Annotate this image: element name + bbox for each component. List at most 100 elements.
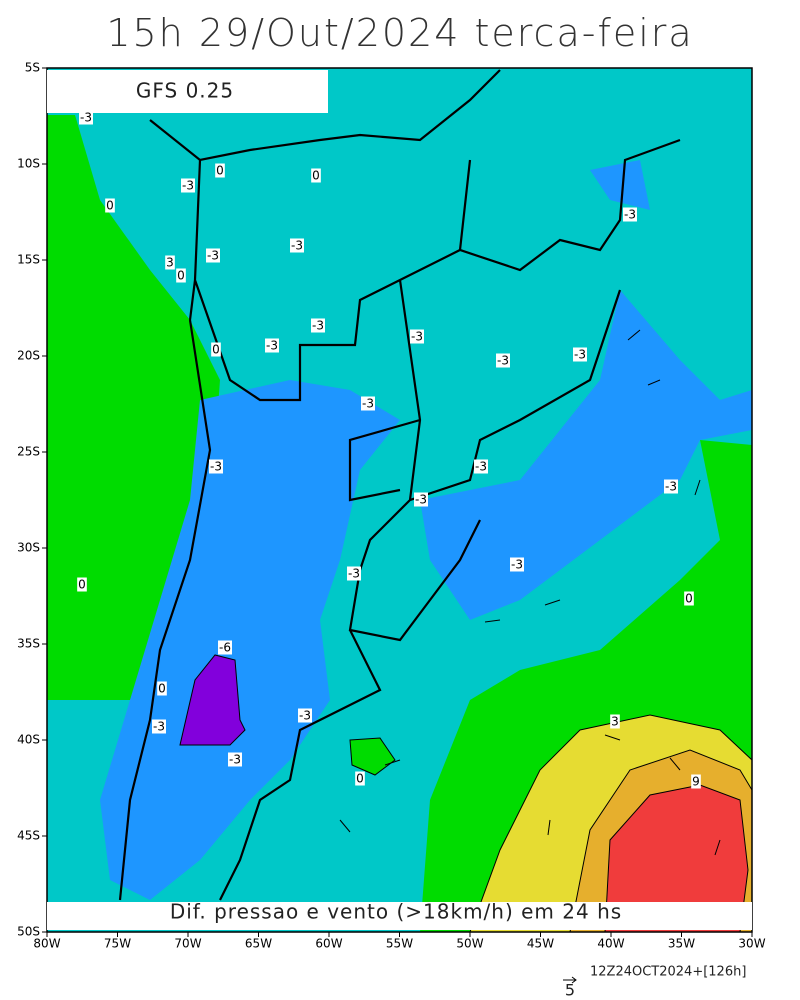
lat-tick-label: 10S (17, 157, 40, 171)
reference-vector-label: 5 (565, 981, 575, 1000)
region-blue-land (100, 380, 400, 900)
contour-label: -3 (362, 397, 374, 411)
lon-tick-label: 55W (386, 937, 413, 951)
lon-tick-label: 35W (668, 937, 695, 951)
contour-label-bg (176, 268, 186, 283)
contour-label: 3 (166, 256, 174, 270)
contour-label: 0 (356, 772, 364, 786)
contour-label: -3 (348, 567, 360, 581)
contour-label-bg (474, 459, 488, 474)
contour-label: 0 (216, 164, 224, 178)
map-title: 15h 29/Out/2024 terca-feira (106, 11, 693, 55)
contour-label-bg (290, 238, 304, 253)
wind-vector (694, 479, 701, 496)
contour-label: 0 (78, 578, 86, 592)
contour-label-bg (77, 577, 87, 592)
contour-label-bg (165, 255, 175, 270)
contour-label-bg (311, 168, 321, 183)
contour-label-bg (361, 396, 375, 411)
wind-vector (484, 619, 501, 623)
contour-label-bg (496, 353, 510, 368)
contour-label-bg (209, 459, 223, 474)
wind-vector (604, 734, 621, 741)
contour-label: -3 (266, 339, 278, 353)
contour-label-bg (573, 347, 587, 362)
model-label: GFS 0.25 (136, 79, 234, 103)
region-purple (179, 654, 246, 746)
lon-tick-label: 60W (315, 937, 342, 951)
contour-label-bg (684, 591, 694, 606)
contour-label: 0 (212, 343, 220, 357)
contour-label: -3 (665, 480, 677, 494)
contour-label: 0 (177, 269, 185, 283)
contour-label-bg (610, 714, 620, 729)
model-label-box (47, 70, 328, 113)
contour-label: 0 (158, 682, 166, 696)
contour-label-bg (181, 178, 195, 193)
lon-tick-label: 75W (104, 937, 131, 951)
wind-vector (647, 379, 661, 386)
lat-tick-label: 50S (17, 925, 40, 939)
contour-label: -3 (299, 709, 311, 723)
contour-label: -3 (291, 239, 303, 253)
map-frame (46, 67, 753, 933)
contour-label: -3 (475, 460, 487, 474)
country-borders (118, 69, 681, 901)
contour-label: 3 (611, 715, 619, 729)
contour-label-bg (152, 719, 166, 734)
contour-labels: -3 0 -3 0 0 -3 -3 -3 3 0 -3 -3 0 -3 -3 -… (77, 110, 701, 789)
reference-arrow-head (571, 976, 577, 984)
region-blue-atlantic (420, 290, 752, 620)
wind-vector (714, 839, 721, 856)
lon-tick-label: 65W (245, 937, 272, 951)
contour-label-bg (664, 479, 678, 494)
contour-label: -3 (415, 493, 427, 507)
lat-tick-label: 5S (25, 61, 40, 75)
wind-vectors (339, 329, 721, 856)
caption-box (47, 902, 752, 930)
contour-label-bg (510, 557, 524, 572)
run-info: 12Z24OCT2024+[126h] (590, 965, 746, 980)
contour-label-bg (265, 338, 279, 353)
map-caption: Dif. pressao e vento (>18km/h) em 24 hs (170, 900, 622, 924)
lat-tick-label: 35S (17, 637, 40, 651)
contour-label: -3 (511, 558, 523, 572)
wind-vector (547, 819, 551, 836)
lat-tick-label: 40S (17, 733, 40, 747)
lon-tick-label: 45W (527, 937, 554, 951)
contour-label: -3 (80, 111, 92, 125)
contour-label-bg (105, 198, 115, 213)
lon-tick-label: 40W (597, 937, 624, 951)
contour-label-bg (157, 681, 167, 696)
contour-label: -3 (574, 348, 586, 362)
lon-tick-label: 50W (456, 937, 483, 951)
contour-label-bg (206, 248, 220, 263)
lat-tick-label: 15S (17, 253, 40, 267)
lon-tick-label: 70W (174, 937, 201, 951)
contour-label: -3 (210, 460, 222, 474)
contour-label-bg (691, 774, 701, 789)
contour-label: -3 (497, 354, 509, 368)
contour-label-bg (410, 329, 424, 344)
contour-label: -6 (219, 641, 231, 655)
wind-vector (544, 599, 561, 606)
contour-label-bg (211, 342, 221, 357)
contour-label: 0 (685, 592, 693, 606)
contour-label-bg (347, 566, 361, 581)
contour-label: 0 (312, 169, 320, 183)
wind-vector (627, 329, 641, 341)
contour-label-bg (218, 640, 232, 655)
contour-label: -3 (153, 720, 165, 734)
contour-label: -3 (411, 330, 423, 344)
contour-label: -3 (312, 319, 324, 333)
contour-label: 0 (106, 199, 114, 213)
contour-label: -3 (182, 179, 194, 193)
lat-tick-label: 45S (17, 829, 40, 843)
lat-tick-label: 25S (17, 445, 40, 459)
wind-vector (339, 819, 351, 833)
wind-vector (384, 759, 401, 766)
lat-tick-label: 30S (17, 541, 40, 555)
region-blue-north (590, 160, 650, 210)
wind-vector (669, 757, 681, 771)
